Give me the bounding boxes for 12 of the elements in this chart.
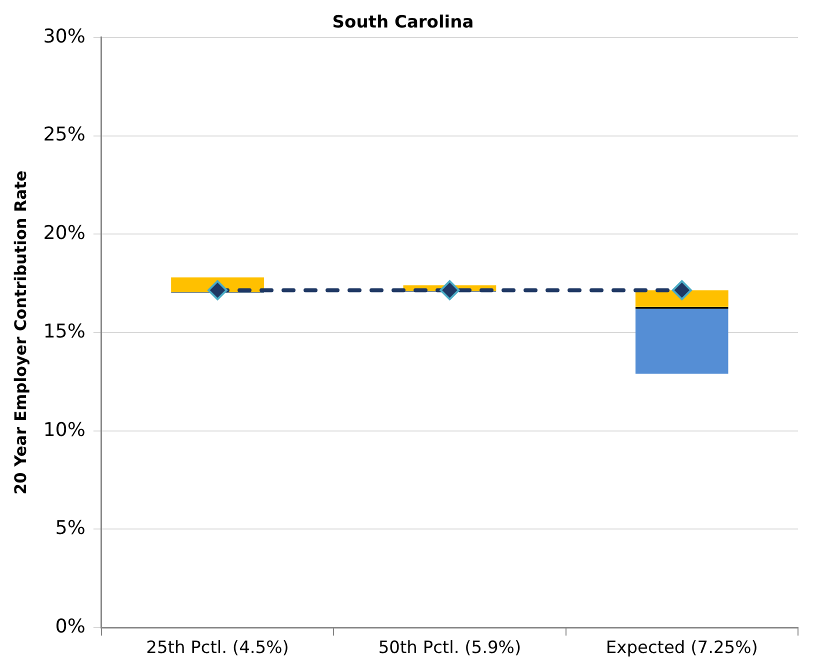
chart-title: South Carolina (332, 12, 474, 33)
y-tick-label: 5% (55, 517, 86, 540)
y-tick-label: 10% (43, 418, 86, 441)
x-tick-label: Expected (7.25%) (606, 638, 758, 658)
y-tick-label: 20% (43, 222, 86, 244)
y-axis-title: 20 Year Employer Contribution Rate (10, 170, 30, 495)
x-tick-label: 25th Pctl. (4.5%) (146, 638, 289, 658)
y-tick-label: 15% (43, 320, 86, 342)
y-tick-label: 0% (55, 616, 86, 638)
y-tick-label: 30% (43, 25, 86, 48)
y-tick-label: 25% (43, 124, 86, 146)
x-tick-label: 50th Pctl. (5.9%) (378, 638, 522, 658)
